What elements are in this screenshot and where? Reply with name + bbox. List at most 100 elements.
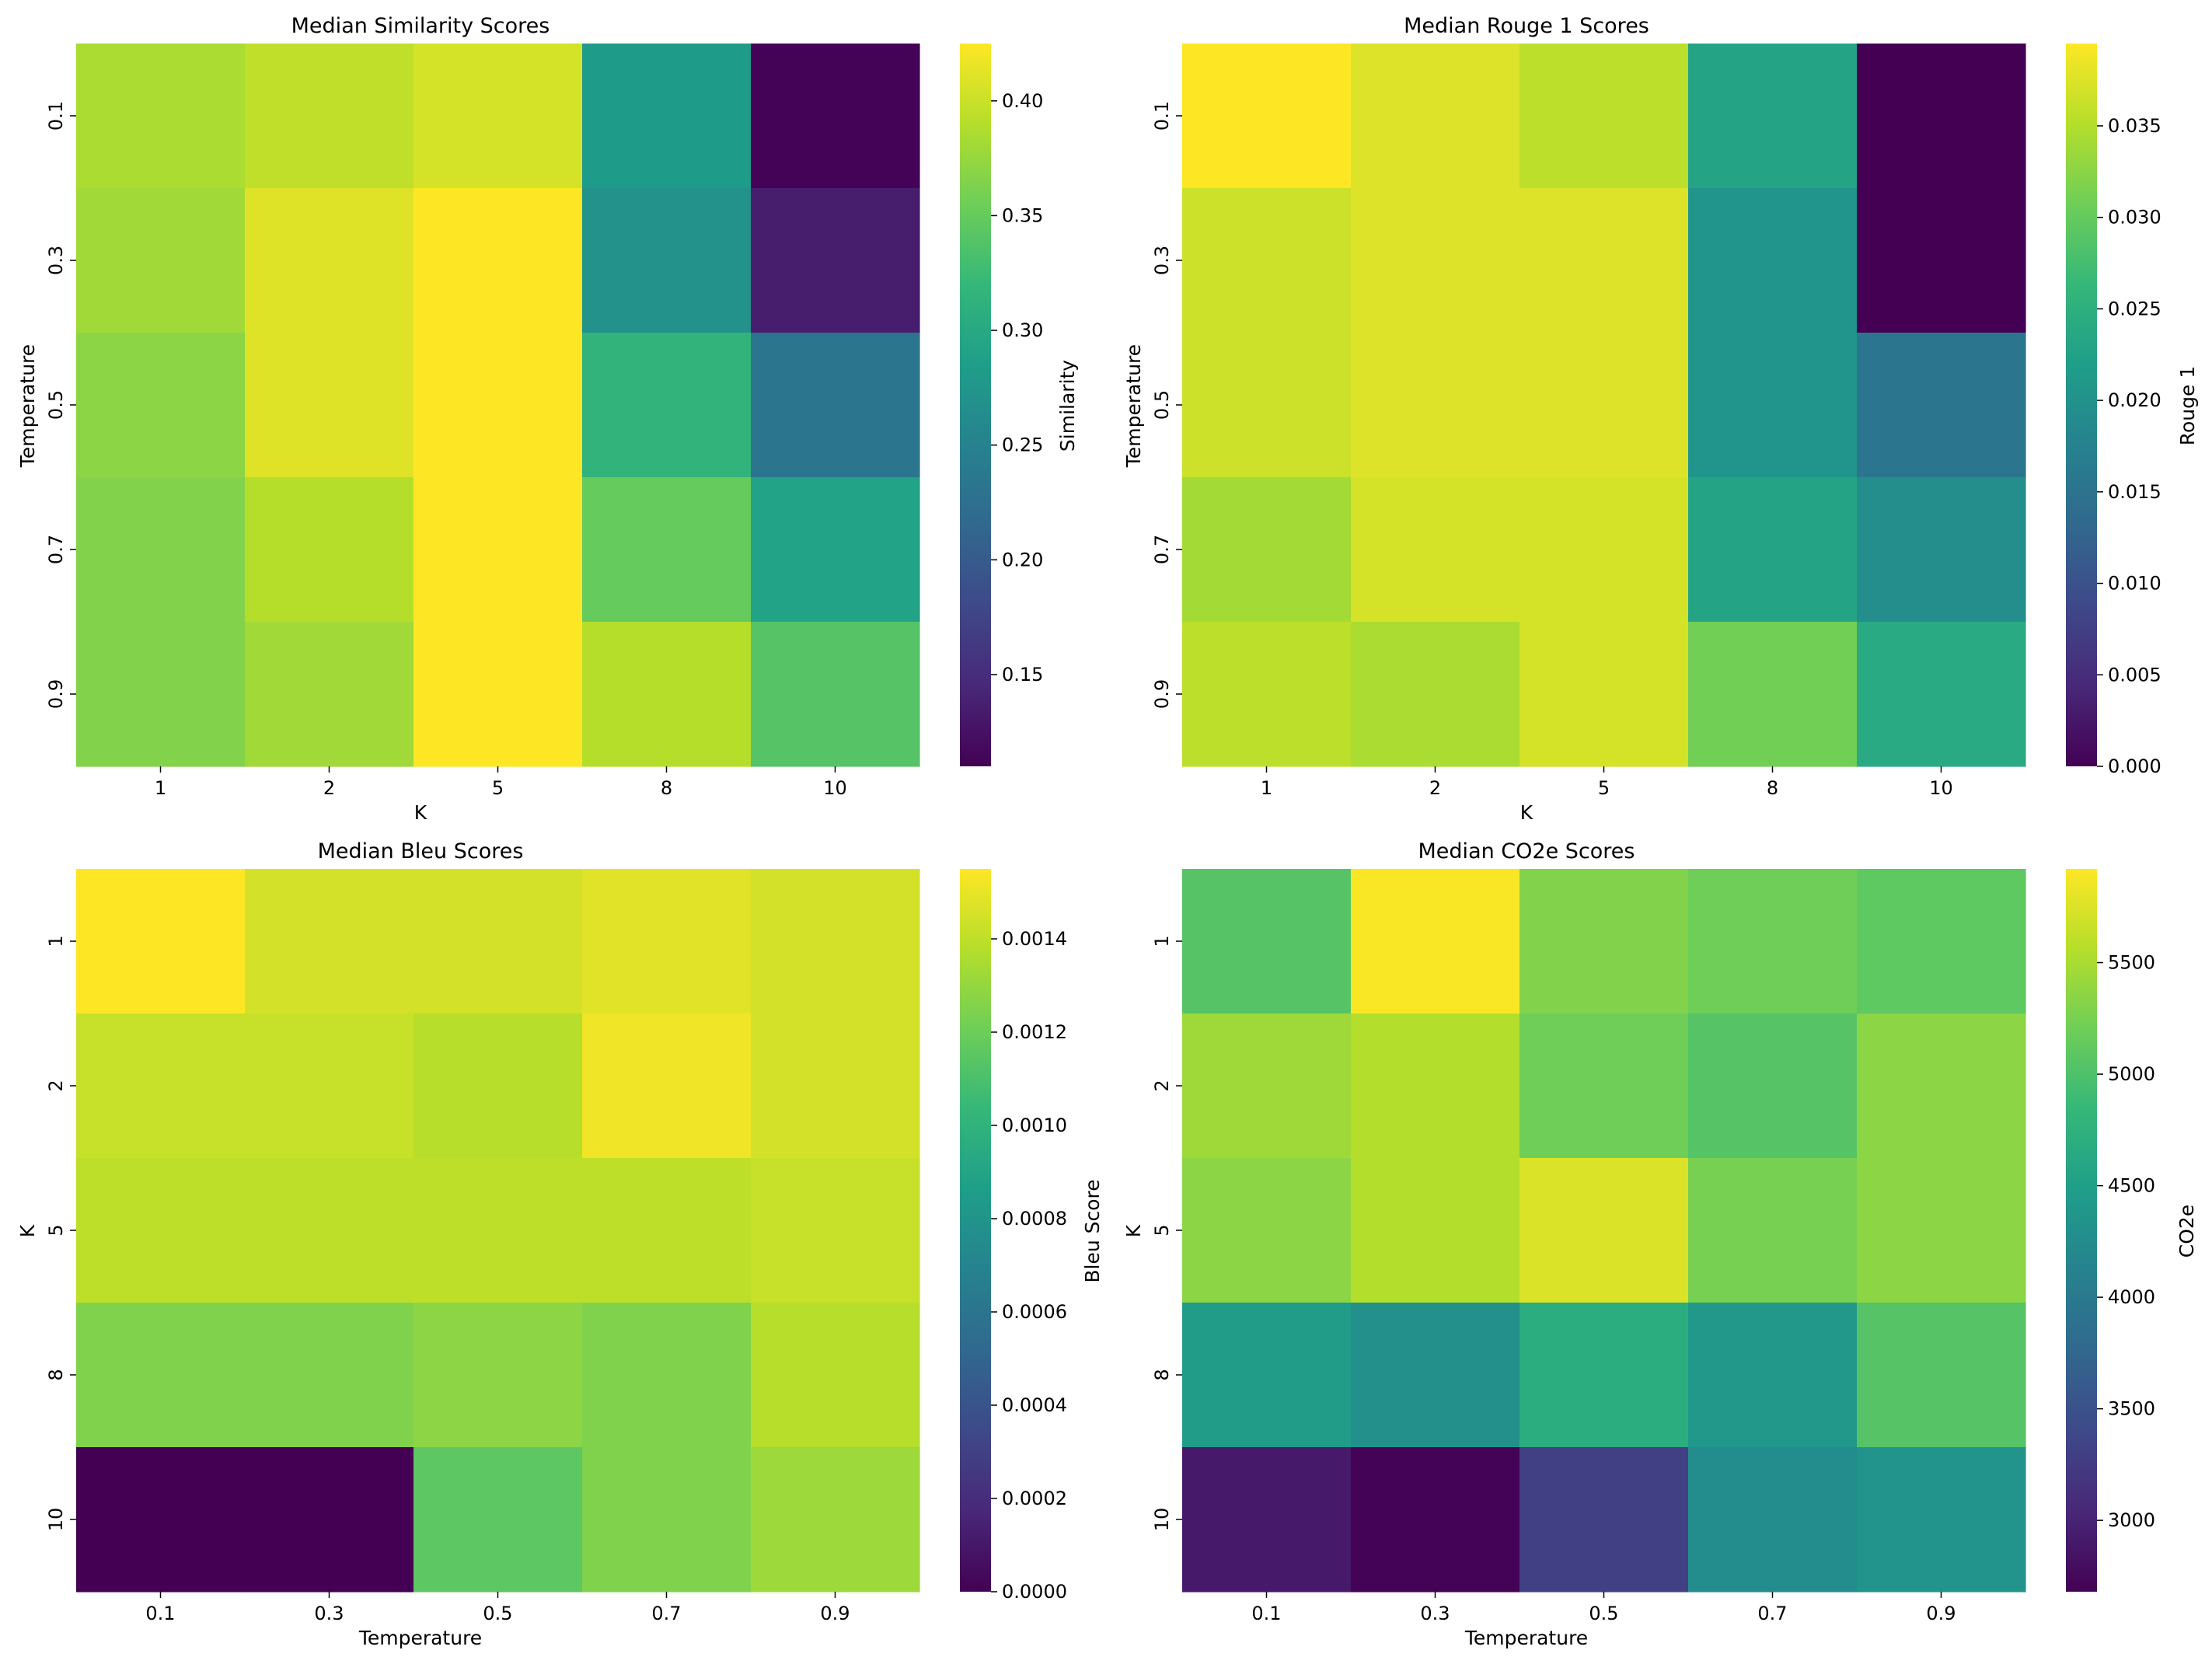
colorbar-label: Rouge 1 bbox=[2176, 366, 2199, 446]
heatmap-cell-r4-c3 bbox=[582, 1447, 752, 1592]
x-axis-label: Temperature bbox=[1464, 1627, 1588, 1649]
heatmap-cells bbox=[76, 869, 920, 1592]
x-tick-label: 0.7 bbox=[651, 1603, 681, 1624]
heatmap-cell-r3-c0 bbox=[76, 477, 246, 623]
heatmap-cell-r3-c1 bbox=[1351, 477, 1520, 623]
heatmap-cell-r0-c1 bbox=[245, 44, 414, 189]
heatmap-cell-r4-c3 bbox=[1688, 1447, 1858, 1592]
colorbar bbox=[2066, 44, 2097, 766]
x-tick-label: 0.9 bbox=[1926, 1603, 1956, 1624]
y-axis-label: K bbox=[16, 1224, 39, 1237]
chart-title: Median Bleu Scores bbox=[318, 839, 524, 863]
x-tick-label: 10 bbox=[823, 777, 847, 799]
heatmap-cell-r2-c2 bbox=[1519, 333, 1689, 478]
heatmap-cell-r1-c4 bbox=[1857, 188, 2026, 333]
colorbar-tick-label: 0.20 bbox=[1002, 549, 1043, 570]
heatmap-cell-r4-c1 bbox=[245, 622, 414, 767]
heatmap-cell-r0-c3 bbox=[1688, 869, 1858, 1014]
heatmap-cell-r0-c0 bbox=[1182, 869, 1352, 1014]
x-tick-label: 10 bbox=[1929, 777, 1953, 799]
heatmap-cell-r4-c2 bbox=[1519, 622, 1689, 767]
heatmap-cell-r1-c1 bbox=[245, 1013, 414, 1159]
colorbar-tick-label: 0.010 bbox=[2108, 573, 2161, 595]
colorbar-tick-label: 0.0010 bbox=[1002, 1115, 1067, 1136]
heatmap-cell-r1-c1 bbox=[1351, 188, 1520, 333]
x-tick-label: 0.1 bbox=[1251, 1603, 1281, 1624]
x-axis-label: K bbox=[1520, 801, 1533, 824]
heatmap-cell-r4-c3 bbox=[582, 622, 752, 767]
y-axis-label: Temperature bbox=[1122, 344, 1145, 468]
heatmap-cell-r0-c4 bbox=[1857, 869, 2026, 1014]
heatmap-cell-r0-c4 bbox=[1857, 44, 2026, 189]
heatmap-cell-r1-c2 bbox=[1519, 188, 1689, 333]
y-ticks: 1 2 5 8 10 bbox=[1151, 935, 1182, 1531]
heatmap-cell-r2-c0 bbox=[1182, 1158, 1352, 1303]
heatmap-cell-r1-c4 bbox=[751, 1013, 920, 1159]
x-tick-label: 5 bbox=[1598, 777, 1610, 799]
colorbar-label: CO2e bbox=[2175, 1205, 2198, 1258]
heatmap-cell-r4-c4 bbox=[751, 1447, 920, 1592]
x-tick-label: 2 bbox=[323, 777, 335, 799]
colorbar-tick-label: 0.15 bbox=[1002, 664, 1043, 685]
colorbar-tick-label: 4500 bbox=[2108, 1175, 2155, 1197]
y-tick-label: 0.5 bbox=[1151, 390, 1173, 420]
heatmap-cell-r1-c0 bbox=[76, 188, 246, 333]
colorbar-gradient bbox=[2066, 869, 2097, 1592]
x-tick-label: 1 bbox=[155, 777, 166, 799]
heatmap-cell-r3-c3 bbox=[1688, 477, 1858, 623]
y-axis-label: Temperature bbox=[16, 344, 39, 468]
heatmap-cell-r2-c4 bbox=[1857, 333, 2026, 478]
x-tick-label: 2 bbox=[1429, 777, 1441, 799]
heatmap-cell-r1-c1 bbox=[1351, 1013, 1520, 1159]
colorbar-gradient bbox=[960, 869, 991, 1592]
y-ticks: 1 2 5 8 10 bbox=[45, 935, 76, 1531]
colorbar-tick-label: 0.020 bbox=[2108, 389, 2161, 411]
colorbar-gradient bbox=[2066, 44, 2097, 766]
heatmap-cell-r1-c2 bbox=[1519, 1013, 1689, 1159]
heatmap-cell-r1-c0 bbox=[1182, 188, 1352, 333]
heatmap-cell-r4-c1 bbox=[1351, 1447, 1520, 1592]
colorbar-tick-label: 3500 bbox=[2108, 1398, 2155, 1420]
heatmap-panel-similarity: Median Similarity Scores 1 2 5 8 10 0.10.30.… bbox=[16, 14, 1079, 824]
colorbar-gradient bbox=[960, 44, 991, 766]
x-tick-label: 8 bbox=[661, 777, 672, 799]
y-tick-label: 5 bbox=[45, 1224, 67, 1236]
heatmap-cell-r1-c3 bbox=[1688, 188, 1858, 333]
x-tick-label: 0.7 bbox=[1757, 1603, 1787, 1624]
heatmap-cell-r1-c0 bbox=[1182, 1013, 1352, 1159]
colorbar-tick-label: 0.0012 bbox=[1002, 1021, 1067, 1043]
heatmap-cell-r2-c0 bbox=[76, 333, 246, 478]
heatmap-cell-r0-c2 bbox=[413, 44, 583, 189]
heatmap-cell-r2-c3 bbox=[1688, 1158, 1858, 1303]
colorbar-tick-label: 0.005 bbox=[2108, 664, 2161, 685]
heatmap-cell-r0-c4 bbox=[751, 44, 920, 189]
heatmap-cell-r0-c0 bbox=[1182, 44, 1352, 189]
heatmap-panel-rouge1: Median Rouge 1 Scores 1 2 5 8 10 0.10.30.50.… bbox=[1122, 14, 2199, 824]
y-tick-label: 0.1 bbox=[1151, 101, 1173, 131]
heatmap-panel-co2e: Median CO2e Scores 0.1 0.3 0.5 0.7 0.9 12581… bbox=[1122, 839, 2198, 1649]
colorbar-tick-label: 5500 bbox=[2108, 952, 2155, 974]
y-ticks: 0.1 0.3 0.5 0.7 0.9 bbox=[1151, 101, 1182, 709]
colorbar-tick-label: 0.0008 bbox=[1002, 1208, 1067, 1230]
y-tick-label: 10 bbox=[1151, 1508, 1173, 1532]
colorbar-label: Similarity bbox=[1056, 360, 1079, 452]
y-tick-label: 5 bbox=[1151, 1224, 1173, 1236]
heatmap-cell-r4-c2 bbox=[413, 1447, 583, 1592]
heatmap-cell-r4-c2 bbox=[413, 622, 583, 767]
heatmap-cell-r2-c2 bbox=[1519, 1158, 1689, 1303]
heatmap-cell-r3-c3 bbox=[582, 1303, 752, 1448]
x-axis-label: Temperature bbox=[358, 1627, 482, 1649]
heatmap-cell-r2-c1 bbox=[245, 1158, 414, 1303]
colorbar-tick-label: 0.25 bbox=[1002, 434, 1043, 456]
heatmap-cell-r1-c3 bbox=[582, 188, 752, 333]
y-tick-label: 8 bbox=[45, 1369, 67, 1380]
heatmap-cell-r1-c2 bbox=[413, 188, 583, 333]
colorbar bbox=[960, 869, 991, 1592]
x-tick-label: 8 bbox=[1767, 777, 1778, 799]
heatmap-cell-r2-c1 bbox=[1351, 333, 1520, 478]
heatmap-cell-r3-c3 bbox=[582, 477, 752, 623]
colorbar-tick-label: 0.000 bbox=[2108, 755, 2161, 777]
heatmap-cell-r4-c4 bbox=[1857, 622, 2026, 767]
heatmap-cell-r2-c1 bbox=[1351, 1158, 1520, 1303]
heatmap-cell-r0-c4 bbox=[751, 869, 920, 1014]
